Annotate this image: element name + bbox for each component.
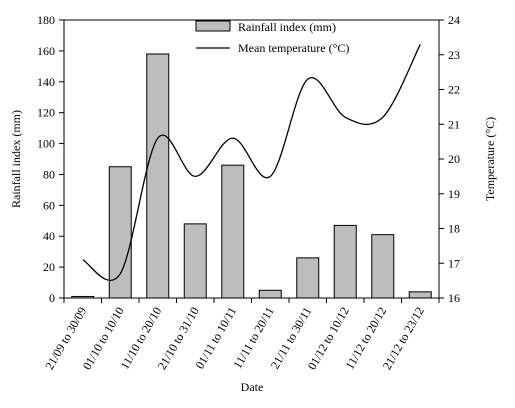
right-axis-title: Temperature (°C) [483,117,497,201]
left-tick-label: 40 [43,229,55,243]
left-axis-ticks: 0 20 40 60 80 100 120 140 160 180 [37,13,64,305]
legend-bar-swatch [195,20,231,32]
right-tick-label: 21 [448,117,460,131]
legend-line-label: Mean temperature (°C) [238,41,349,55]
left-tick-label: 20 [43,260,55,274]
rainfall-bar [71,295,95,299]
right-tick-label: 16 [448,291,460,305]
right-tick-label: 18 [448,222,460,236]
right-axis-ticks: 16 17 18 19 20 21 22 23 24 [439,13,460,305]
rainfall-bars [71,53,432,299]
left-tick-label: 120 [37,106,55,120]
rainfall-bar [371,234,395,299]
right-tick-label: 17 [448,256,460,270]
left-tick-label: 100 [37,137,55,151]
right-tick-label: 19 [448,187,460,201]
rainfall-bar [296,257,320,299]
rainfall-bar [221,164,245,299]
left-tick-label: 0 [49,291,55,305]
legend: Rainfall index (mm) Mean temperature (°C… [195,20,349,55]
rainfall-bar [108,166,132,299]
rainfall-bar [333,224,357,299]
left-tick-label: 180 [37,13,55,27]
x-axis-title: Date [241,380,264,394]
right-tick-label: 23 [448,48,460,62]
rainfall-bar [408,291,432,299]
left-tick-label: 140 [37,75,55,89]
right-tick-label: 20 [448,152,460,166]
left-tick-label: 60 [43,198,55,212]
left-tick-label: 80 [43,167,55,181]
legend-bar-label: Rainfall index (mm) [238,20,336,34]
rainfall-bar [258,289,282,299]
left-axis-title: Rainfall index (mm) [9,110,23,208]
left-tick-label: 160 [37,44,55,58]
temperature-line [82,44,421,281]
right-tick-label: 24 [448,13,460,27]
right-tick-label: 22 [448,83,460,97]
rainfall-bar [183,223,207,299]
rainfall-bar [146,53,170,299]
